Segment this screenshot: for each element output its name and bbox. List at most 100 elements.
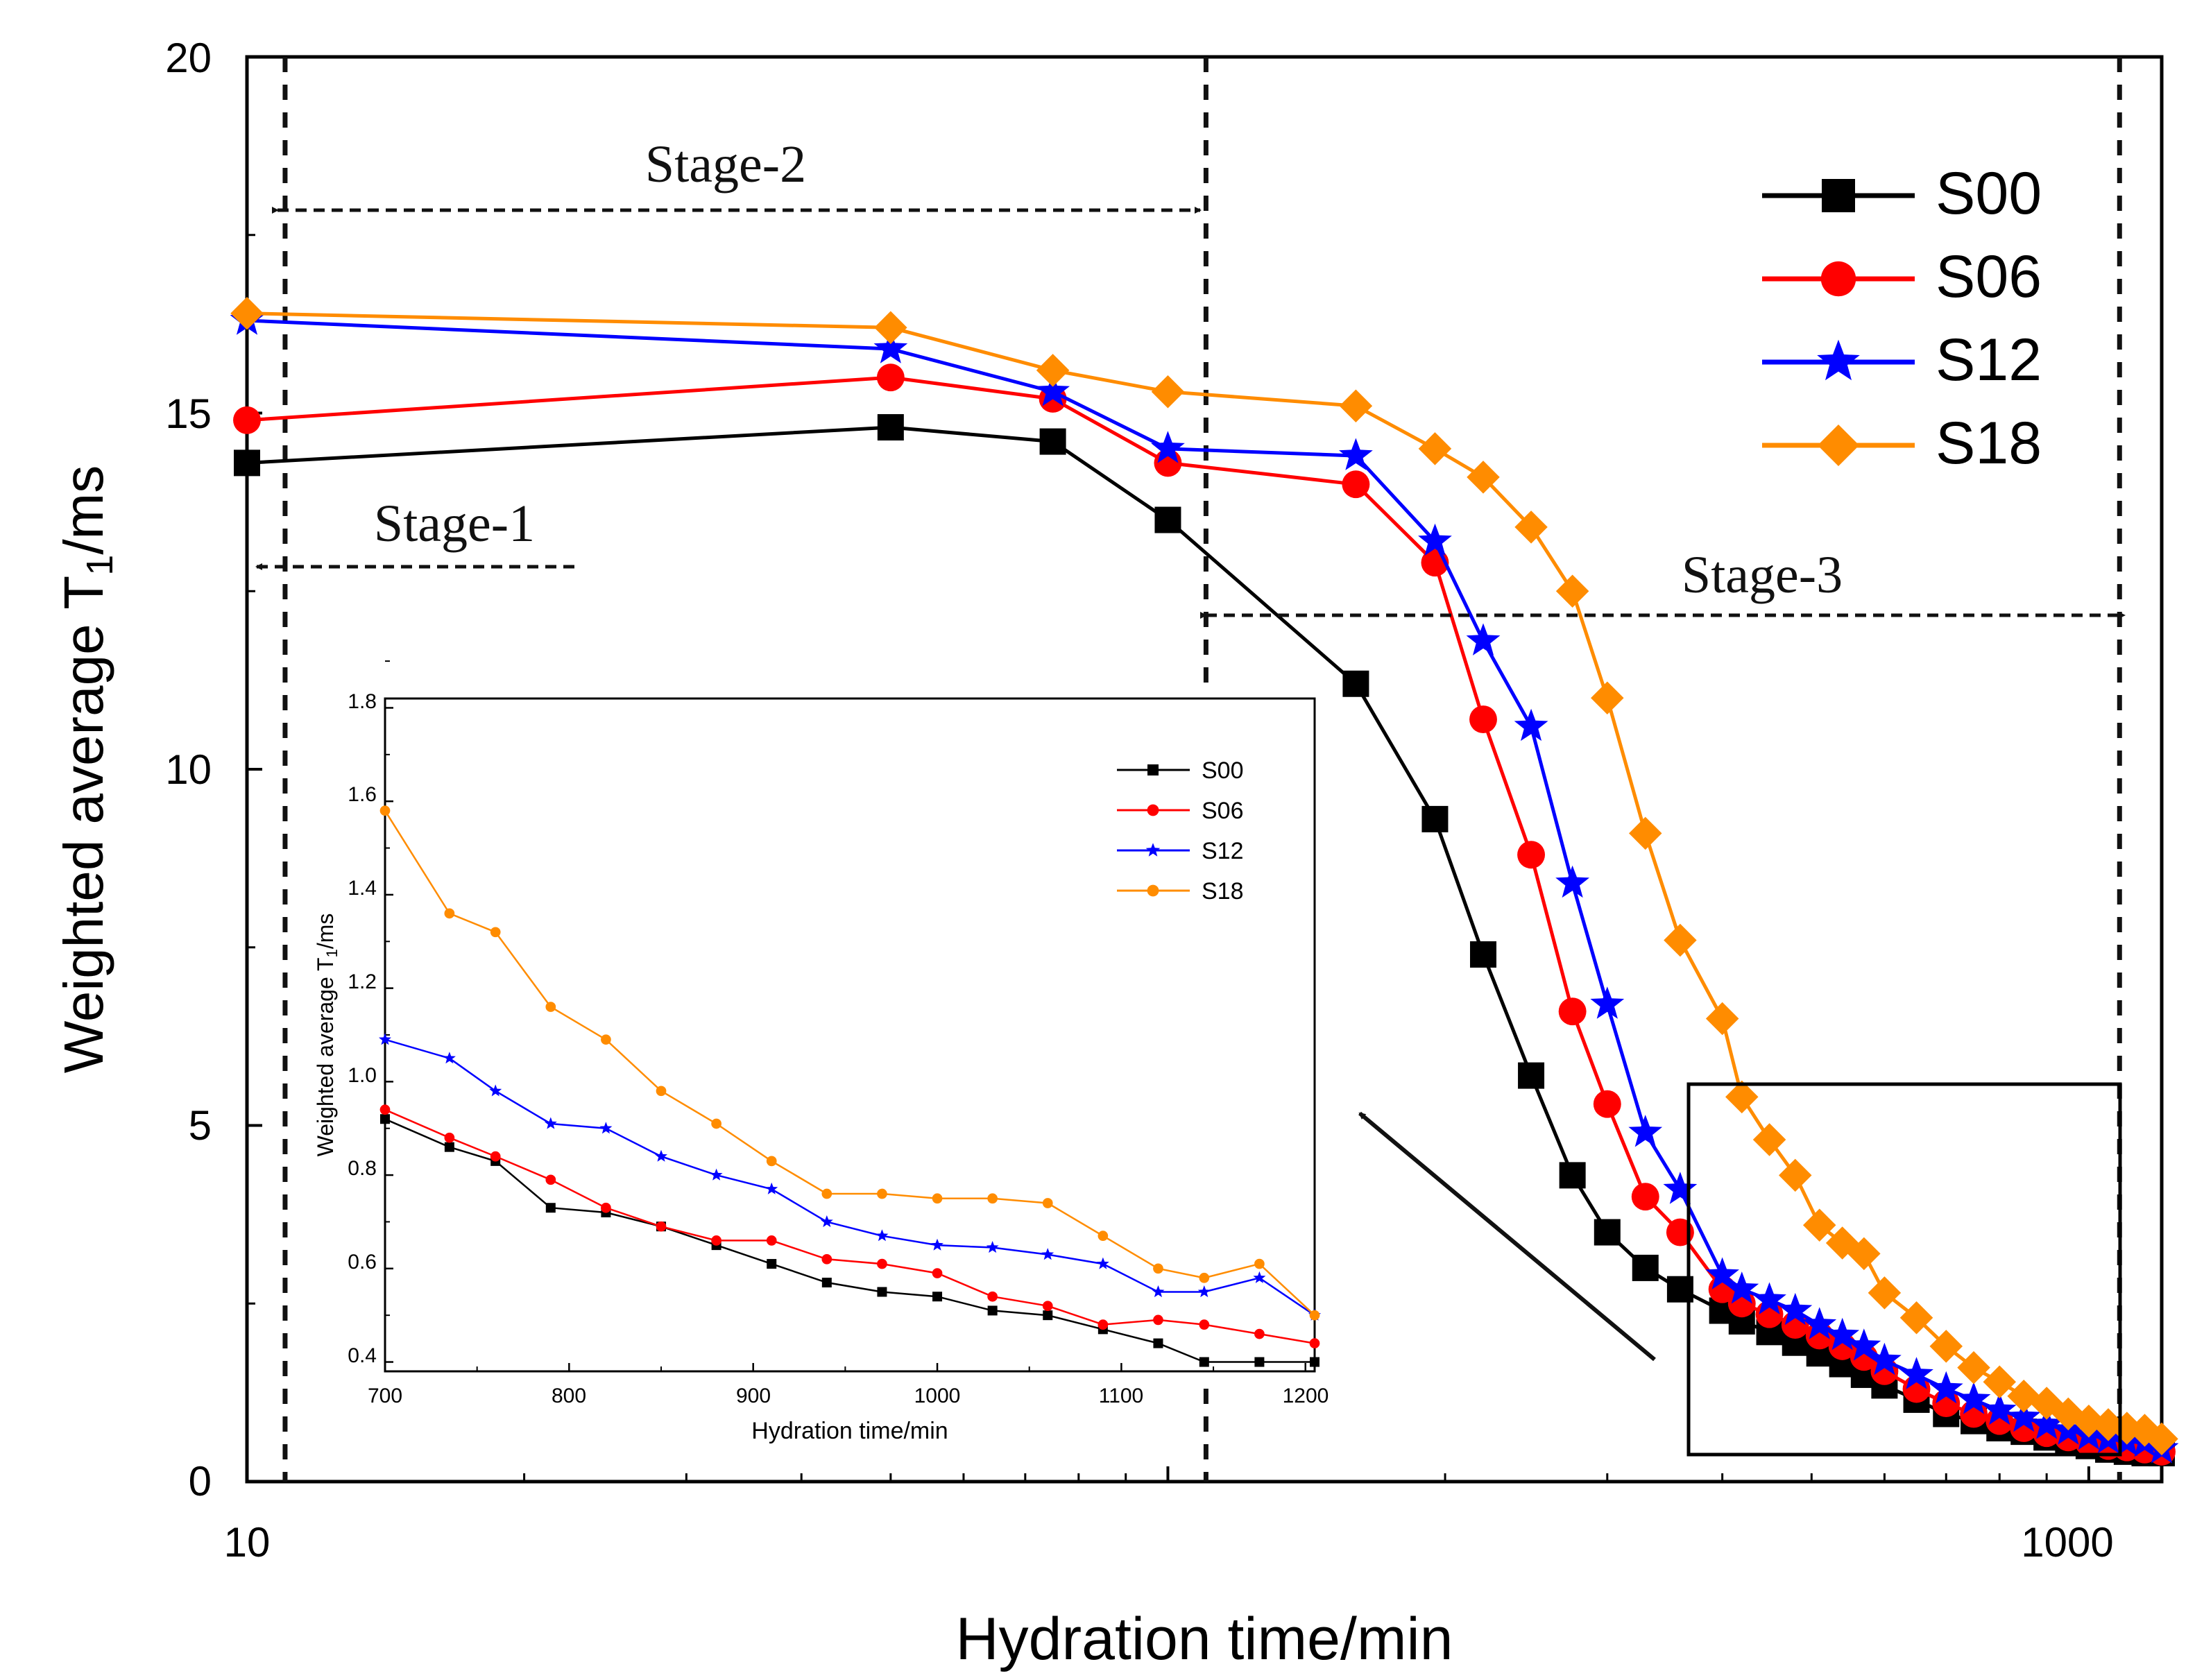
main-ytick-label-2: 10 [165,746,212,793]
inset-data-point-s06 [545,1174,556,1185]
inset-ytick-label-0-6: 0.6 [348,1251,377,1274]
data-point-s12 [1036,374,1070,406]
inset-data-point-s12 [1041,1248,1054,1260]
data-point-s18 [1664,923,1697,957]
data-point-s12 [2029,1407,2064,1439]
inset-data-point-s12 [443,1052,456,1064]
inset-y-axis-title-sub: 1 [323,949,341,957]
data-point-s06 [233,406,261,434]
data-point-s12 [1663,1172,1698,1204]
stage-3-label: Stage-3 [1682,546,1843,604]
data-point-s12 [1752,1282,1786,1314]
inset-data-point-s18 [711,1118,721,1129]
data-point-s06 [1631,1183,1659,1211]
legend-marker-s06 [1820,261,1856,297]
data-point-s06 [876,363,905,392]
data-point-s00 [1559,1162,1586,1189]
data-point-s18 [1591,681,1624,715]
main-y-axis-title: Weighted average T1/ms [53,465,121,1073]
data-point-s18 [1847,1237,1881,1271]
inset-data-point-s12 [544,1117,557,1129]
data-point-s00 [1154,506,1181,533]
data-point-s00 [1594,1219,1621,1246]
data-point-s00 [1342,670,1369,697]
inset-xtick-labels: 700 800 900 1000 1100 1200 [368,1385,1329,1407]
data-point-s18 [1929,1330,1963,1363]
data-point-s12 [1868,1342,1902,1375]
data-point-s06 [1469,705,1497,734]
inset-data-point-s12 [1253,1271,1266,1283]
inset-data-point-s06 [1254,1328,1265,1339]
data-point-s00 [1039,428,1066,455]
data-point-s18 [1752,1123,1786,1156]
inset-ytick-label-1-8: 1.8 [348,690,377,713]
inset-data-point-s12 [655,1149,667,1162]
inset-data-point-s12 [710,1168,723,1181]
data-point-s12 [1151,431,1185,463]
inset-data-point-s06 [1098,1319,1109,1330]
data-point-s18 [1779,1158,1812,1192]
main-legend-label-s12: S12 [1936,327,2042,393]
inset-data-point-s00 [1310,1357,1319,1367]
inset-data-point-s00 [444,1142,454,1152]
main-y-axis-title-unit: /ms [53,465,114,555]
inset-data-point-s12 [1197,1285,1211,1298]
inset-legend-label-s06: S06 [1202,798,1244,824]
data-point-s12 [1956,1382,1991,1414]
main-series-group [230,296,2179,1466]
data-point-s12 [1802,1307,1837,1339]
inset-ytick-label-0-8: 0.8 [348,1157,377,1180]
inset-xtick-label-1100: 1100 [1099,1385,1144,1407]
inset-data-point-s18 [1199,1272,1210,1283]
inset-data-point-s18 [766,1156,777,1167]
inset-data-point-s12 [986,1241,999,1253]
data-point-s18 [1339,389,1373,422]
inset-xtick-label-700: 700 [368,1385,402,1407]
main-axis-ticks [246,55,2090,1483]
data-point-s00 [1632,1254,1659,1281]
inset-data-point-s06 [379,1104,391,1115]
inset-data-point-s18 [656,1086,667,1097]
inset-xtick-label-800: 800 [552,1385,586,1407]
inset-legend-label-s18: S18 [1202,878,1244,905]
inset-data-point-s12 [1096,1257,1109,1269]
data-point-s12 [1778,1292,1813,1326]
inset-data-point-s18 [877,1188,887,1199]
inset-legend-marker-s12 [1145,843,1161,857]
inset-series-line-s18 [384,810,1315,1317]
inset-data-point-s00 [987,1305,998,1316]
inset-data-point-s12 [489,1084,502,1097]
data-point-s06 [1593,1090,1621,1118]
zoom-region-box [1686,1082,2122,1457]
main-xtick-labels: 10 1000 [224,1519,2114,1566]
inset-data-point-s06 [1309,1338,1320,1348]
inset-data-point-s06 [932,1268,943,1278]
inset-data-point-s12 [931,1238,943,1251]
inset-data-point-s18 [821,1188,832,1199]
data-point-s18 [1868,1276,1902,1310]
inset-series-s12 [379,1033,1321,1321]
data-point-s12 [1705,1257,1739,1289]
inset-data-point-s00 [877,1287,887,1297]
inset-data-point-s18 [1153,1263,1163,1274]
inset-data-point-s18 [601,1034,611,1045]
inset-ytick-label-1-4: 1.4 [348,877,377,900]
inset-data-point-s00 [821,1278,832,1288]
data-point-s12 [1725,1271,1759,1304]
inset-background [325,687,1317,1380]
inset-data-point-s06 [711,1235,721,1246]
inset-data-point-s12 [1152,1285,1165,1298]
data-point-s00 [234,449,260,477]
inset-data-point-s06 [1153,1314,1163,1326]
stage-annotations: Stage-2 Stage-1 Stage-3 [255,135,2126,619]
series-s18 [230,296,2178,1456]
stage-2-label: Stage-2 [645,135,806,194]
data-point-s18 [2145,1422,2178,1456]
inset-data-point-s06 [1199,1319,1210,1330]
inset-series-s06 [379,1104,1320,1348]
data-point-s12 [1339,438,1373,470]
main-ytick-label-3: 15 [165,391,212,437]
inset-series-s18 [379,805,1320,1321]
inset-ytick-label-0-4: 0.4 [348,1344,377,1367]
